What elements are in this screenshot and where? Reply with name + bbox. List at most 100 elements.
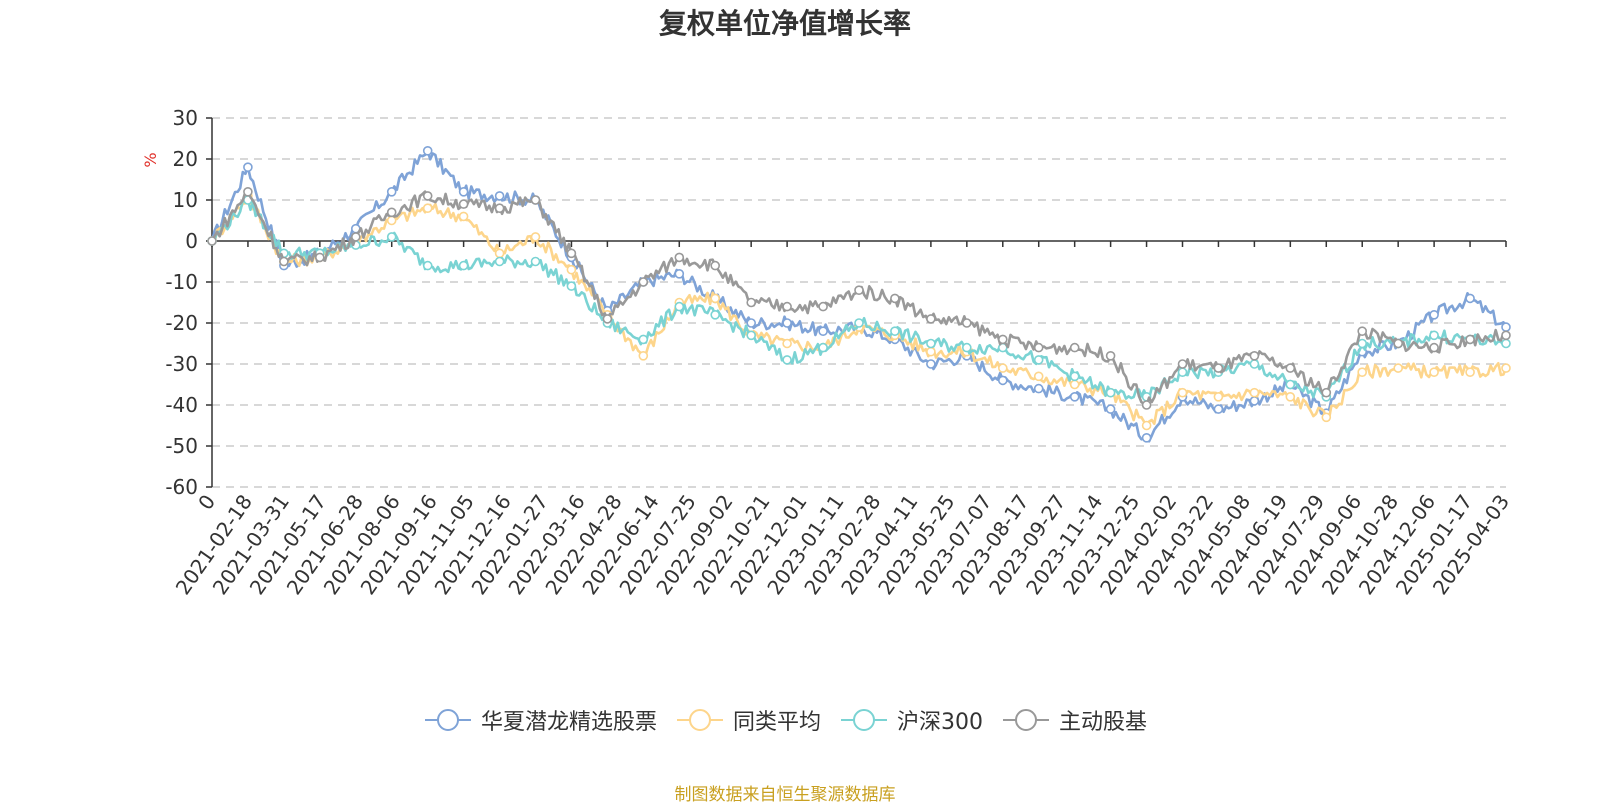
data-point (961, 318, 972, 328)
y-tick-label: -20 (165, 311, 198, 335)
data-point (710, 260, 721, 271)
data-point (746, 297, 757, 308)
legend-line-circle-icon (424, 709, 471, 731)
y-tick-label: 0 (185, 229, 198, 253)
data-point (207, 236, 217, 246)
data-point (782, 338, 792, 349)
y-axis: 30 20 10 0 -10 -20 -30 -40 -50 -60 (165, 106, 213, 499)
y-tick-label: -50 (165, 434, 198, 458)
y-tick-label: -10 (165, 270, 198, 294)
data-point (1357, 338, 1367, 349)
data-point (961, 342, 972, 353)
data-point (243, 187, 253, 197)
data-point (1249, 359, 1260, 369)
data-point (1249, 396, 1260, 406)
data-point (458, 211, 469, 222)
data-point (458, 260, 469, 271)
data-point (1465, 293, 1475, 304)
data-point (1249, 350, 1260, 361)
data-point (1501, 330, 1511, 341)
data-point (638, 350, 649, 361)
data-point (1429, 330, 1439, 341)
data-point (1177, 359, 1188, 369)
data-point (1393, 338, 1403, 349)
data-point (1033, 371, 1044, 382)
data-point (1465, 367, 1475, 378)
legend-line-circle-icon (676, 709, 723, 731)
data-point (890, 293, 900, 304)
data-point (1141, 432, 1152, 443)
legend-line-circle-icon (1003, 709, 1049, 731)
data-point (1141, 400, 1152, 410)
data-point (1033, 383, 1044, 394)
data-point (997, 375, 1008, 386)
data-point (997, 334, 1008, 345)
data-point (458, 187, 469, 197)
data-point (1141, 420, 1152, 431)
data-point (1501, 322, 1511, 332)
data-point (386, 207, 397, 218)
legend-item-huaxia[interactable]: 华夏潜龙精选股票 (423, 704, 657, 736)
series-line (210, 190, 1507, 407)
data-point (422, 260, 433, 271)
data-point (1105, 387, 1116, 398)
series-line (211, 195, 1507, 400)
y-tick-label: -60 (165, 475, 198, 499)
data-point (1285, 391, 1296, 402)
data-point (674, 252, 685, 263)
legend-item-hs300[interactable]: 沪深300 (839, 704, 983, 736)
data-point (818, 326, 828, 337)
data-point (1213, 363, 1224, 373)
data-point (818, 301, 828, 312)
data-point (1213, 391, 1224, 402)
data-point (782, 355, 792, 365)
y-tick-label: 20 (173, 147, 198, 171)
data-point (1285, 363, 1296, 373)
y-axis-label: % (141, 152, 160, 167)
data-point (926, 314, 936, 324)
data-point (1177, 367, 1188, 378)
data-point (279, 256, 289, 267)
data-point (494, 248, 505, 259)
legend-label: 主动股基 (1059, 710, 1148, 735)
data-point (350, 232, 361, 242)
data-point (1105, 350, 1116, 361)
data-point (1321, 387, 1332, 398)
data-point (1177, 387, 1188, 398)
data-point (926, 338, 936, 349)
series-lines (207, 146, 1511, 443)
data-point (674, 268, 685, 279)
data-point (494, 191, 505, 201)
data-point (746, 318, 757, 328)
data-point (926, 359, 936, 369)
data-point (530, 232, 541, 242)
data-point (566, 264, 577, 275)
legend-label: 同类平均 (732, 710, 821, 735)
data-point (1357, 326, 1367, 337)
data-point (890, 326, 900, 337)
data-point (818, 342, 828, 353)
data-point (1069, 391, 1080, 402)
data-point (674, 301, 685, 312)
data-point (638, 334, 649, 345)
data-point (602, 314, 613, 324)
source-note: 制图数据来自恒生聚源数据库 (674, 785, 896, 805)
data-point (997, 363, 1008, 373)
legend: 华夏潜龙精选股票 同类平均 沪深300 主动股基 (0, 704, 1570, 736)
data-point (1501, 338, 1511, 349)
data-point (854, 285, 864, 296)
data-point (458, 199, 469, 209)
data-point (494, 203, 505, 213)
data-point (638, 277, 649, 287)
data-point (1501, 363, 1511, 373)
legend-item-active-equity[interactable]: 主动股基 (1001, 704, 1147, 736)
y-tick-label: -30 (165, 352, 198, 376)
data-point (1069, 379, 1080, 390)
legend-item-peer-average[interactable]: 同类平均 (675, 704, 821, 736)
data-point (1105, 404, 1116, 414)
data-point (1429, 342, 1439, 353)
data-point (530, 195, 541, 205)
data-point (926, 346, 936, 357)
chart-title: 复权单位净值增长率 (658, 7, 911, 40)
data-point (243, 162, 253, 172)
